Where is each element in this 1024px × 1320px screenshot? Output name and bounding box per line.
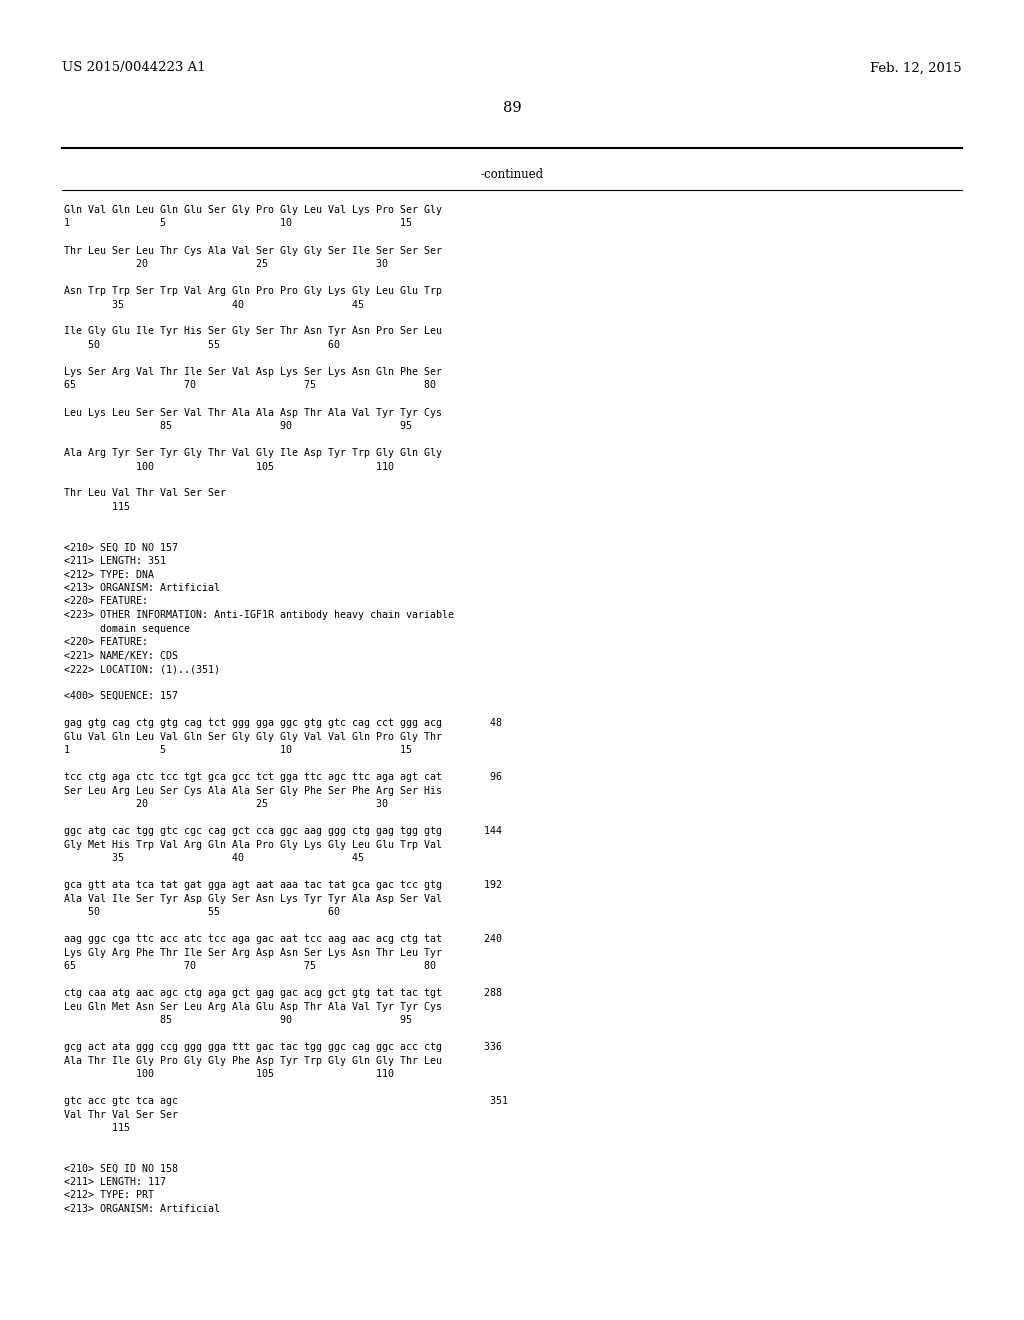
Text: <400> SEQUENCE: 157: <400> SEQUENCE: 157 — [63, 690, 178, 701]
Text: Ile Gly Glu Ile Tyr His Ser Gly Ser Thr Asn Tyr Asn Pro Ser Leu: Ile Gly Glu Ile Tyr His Ser Gly Ser Thr … — [63, 326, 442, 337]
Text: <223> OTHER INFORMATION: Anti-IGF1R antibody heavy chain variable: <223> OTHER INFORMATION: Anti-IGF1R anti… — [63, 610, 454, 620]
Text: Lys Gly Arg Phe Thr Ile Ser Arg Asp Asn Ser Lys Asn Thr Leu Tyr: Lys Gly Arg Phe Thr Ile Ser Arg Asp Asn … — [63, 948, 442, 957]
Text: <222> LOCATION: (1)..(351): <222> LOCATION: (1)..(351) — [63, 664, 220, 675]
Text: <212> TYPE: PRT: <212> TYPE: PRT — [63, 1191, 154, 1200]
Text: Thr Leu Ser Leu Thr Cys Ala Val Ser Gly Gly Ser Ile Ser Ser Ser: Thr Leu Ser Leu Thr Cys Ala Val Ser Gly … — [63, 246, 442, 256]
Text: 35                  40                  45: 35 40 45 — [63, 300, 364, 309]
Text: <213> ORGANISM: Artificial: <213> ORGANISM: Artificial — [63, 1204, 220, 1214]
Text: 50                  55                  60: 50 55 60 — [63, 341, 340, 350]
Text: Ala Val Ile Ser Tyr Asp Gly Ser Asn Lys Tyr Tyr Ala Asp Ser Val: Ala Val Ile Ser Tyr Asp Gly Ser Asn Lys … — [63, 894, 442, 903]
Text: <211> LENGTH: 351: <211> LENGTH: 351 — [63, 556, 166, 566]
Text: 20                  25                  30: 20 25 30 — [63, 259, 388, 269]
Text: 65                  70                  75                  80: 65 70 75 80 — [63, 961, 436, 972]
Text: Thr Leu Val Thr Val Ser Ser: Thr Leu Val Thr Val Ser Ser — [63, 488, 226, 499]
Text: 1               5                   10                  15: 1 5 10 15 — [63, 219, 412, 228]
Text: 115: 115 — [63, 1123, 130, 1133]
Text: aag ggc cga ttc acc atc tcc aga gac aat tcc aag aac acg ctg tat       240: aag ggc cga ttc acc atc tcc aga gac aat … — [63, 935, 502, 944]
Text: Ala Thr Ile Gly Pro Gly Gly Phe Asp Tyr Trp Gly Gln Gly Thr Leu: Ala Thr Ile Gly Pro Gly Gly Phe Asp Tyr … — [63, 1056, 442, 1065]
Text: Leu Gln Met Asn Ser Leu Arg Ala Glu Asp Thr Ala Val Tyr Tyr Cys: Leu Gln Met Asn Ser Leu Arg Ala Glu Asp … — [63, 1002, 442, 1011]
Text: 1               5                   10                  15: 1 5 10 15 — [63, 744, 412, 755]
Text: 35                  40                  45: 35 40 45 — [63, 853, 364, 863]
Text: <220> FEATURE:: <220> FEATURE: — [63, 638, 148, 647]
Text: Ser Leu Arg Leu Ser Cys Ala Ala Ser Gly Phe Ser Phe Arg Ser His: Ser Leu Arg Leu Ser Cys Ala Ala Ser Gly … — [63, 785, 442, 796]
Text: ctg caa atg aac agc ctg aga gct gag gac acg gct gtg tat tac tgt       288: ctg caa atg aac agc ctg aga gct gag gac … — [63, 987, 502, 998]
Text: Lys Ser Arg Val Thr Ile Ser Val Asp Lys Ser Lys Asn Gln Phe Ser: Lys Ser Arg Val Thr Ile Ser Val Asp Lys … — [63, 367, 442, 378]
Text: -continued: -continued — [480, 168, 544, 181]
Text: tcc ctg aga ctc tcc tgt gca gcc tct gga ttc agc ttc aga agt cat        96: tcc ctg aga ctc tcc tgt gca gcc tct gga … — [63, 772, 502, 781]
Text: <212> TYPE: DNA: <212> TYPE: DNA — [63, 569, 154, 579]
Text: <213> ORGANISM: Artificial: <213> ORGANISM: Artificial — [63, 583, 220, 593]
Text: Ala Arg Tyr Ser Tyr Gly Thr Val Gly Ile Asp Tyr Trp Gly Gln Gly: Ala Arg Tyr Ser Tyr Gly Thr Val Gly Ile … — [63, 447, 442, 458]
Text: gca gtt ata tca tat gat gga agt aat aaa tac tat gca gac tcc gtg       192: gca gtt ata tca tat gat gga agt aat aaa … — [63, 880, 502, 890]
Text: <210> SEQ ID NO 158: <210> SEQ ID NO 158 — [63, 1163, 178, 1173]
Text: <221> NAME/KEY: CDS: <221> NAME/KEY: CDS — [63, 651, 178, 660]
Text: 20                  25                  30: 20 25 30 — [63, 799, 388, 809]
Text: domain sequence: domain sequence — [63, 623, 190, 634]
Text: 85                  90                  95: 85 90 95 — [63, 1015, 412, 1026]
Text: Leu Lys Leu Ser Ser Val Thr Ala Ala Asp Thr Ala Val Tyr Tyr Cys: Leu Lys Leu Ser Ser Val Thr Ala Ala Asp … — [63, 408, 442, 417]
Text: gtc acc gtc tca agc                                                    351: gtc acc gtc tca agc 351 — [63, 1096, 508, 1106]
Text: <211> LENGTH: 117: <211> LENGTH: 117 — [63, 1177, 166, 1187]
Text: 115: 115 — [63, 502, 130, 512]
Text: 89: 89 — [503, 102, 521, 115]
Text: Gly Met His Trp Val Arg Gln Ala Pro Gly Lys Gly Leu Glu Trp Val: Gly Met His Trp Val Arg Gln Ala Pro Gly … — [63, 840, 442, 850]
Text: Feb. 12, 2015: Feb. 12, 2015 — [870, 62, 962, 74]
Text: Gln Val Gln Leu Gln Glu Ser Gly Pro Gly Leu Val Lys Pro Ser Gly: Gln Val Gln Leu Gln Glu Ser Gly Pro Gly … — [63, 205, 442, 215]
Text: 65                  70                  75                  80: 65 70 75 80 — [63, 380, 436, 391]
Text: Glu Val Gln Leu Val Gln Ser Gly Gly Gly Val Val Gln Pro Gly Thr: Glu Val Gln Leu Val Gln Ser Gly Gly Gly … — [63, 731, 442, 742]
Text: <220> FEATURE:: <220> FEATURE: — [63, 597, 148, 606]
Text: US 2015/0044223 A1: US 2015/0044223 A1 — [62, 62, 206, 74]
Text: gcg act ata ggg ccg ggg gga ttt gac tac tgg ggc cag ggc acc ctg       336: gcg act ata ggg ccg ggg gga ttt gac tac … — [63, 1041, 502, 1052]
Text: ggc atg cac tgg gtc cgc cag gct cca ggc aag ggg ctg gag tgg gtg       144: ggc atg cac tgg gtc cgc cag gct cca ggc … — [63, 826, 502, 836]
Text: gag gtg cag ctg gtg cag tct ggg gga ggc gtg gtc cag cct ggg acg        48: gag gtg cag ctg gtg cag tct ggg gga ggc … — [63, 718, 502, 729]
Text: 100                 105                 110: 100 105 110 — [63, 462, 394, 471]
Text: 50                  55                  60: 50 55 60 — [63, 907, 340, 917]
Text: Val Thr Val Ser Ser: Val Thr Val Ser Ser — [63, 1110, 178, 1119]
Text: <210> SEQ ID NO 157: <210> SEQ ID NO 157 — [63, 543, 178, 553]
Text: Asn Trp Trp Ser Trp Val Arg Gln Pro Pro Gly Lys Gly Leu Glu Trp: Asn Trp Trp Ser Trp Val Arg Gln Pro Pro … — [63, 286, 442, 296]
Text: 100                 105                 110: 100 105 110 — [63, 1069, 394, 1078]
Text: 85                  90                  95: 85 90 95 — [63, 421, 412, 432]
